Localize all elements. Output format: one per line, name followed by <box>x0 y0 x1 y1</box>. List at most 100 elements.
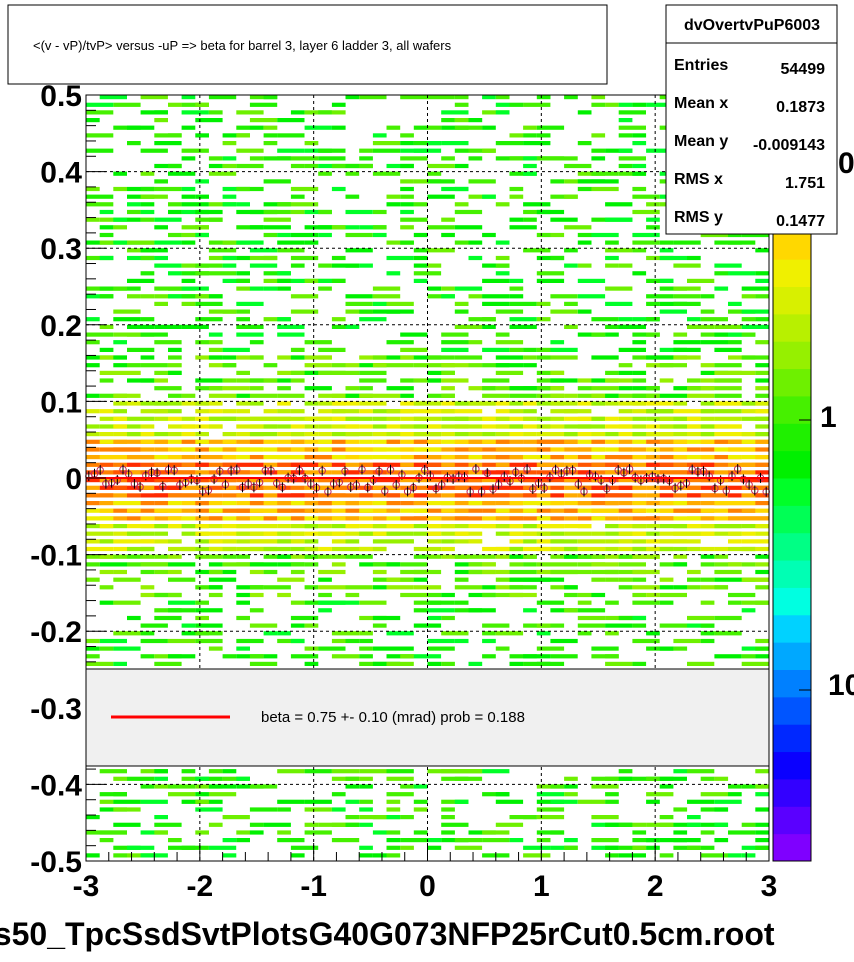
palette-swatch <box>773 833 811 862</box>
heatmap-cell <box>687 799 715 804</box>
heatmap-cell <box>646 202 660 207</box>
heatmap-cell <box>632 432 660 437</box>
heatmap-cell <box>632 447 647 452</box>
heatmap-cell <box>714 386 742 391</box>
heatmap-cell <box>140 585 155 590</box>
heatmap-cell <box>591 232 619 238</box>
heatmap-cell <box>687 546 701 552</box>
heatmap-cell <box>222 815 250 820</box>
heatmap-cell <box>249 462 264 467</box>
heatmap-cell <box>413 654 442 659</box>
heatmap-cell <box>208 501 223 506</box>
heatmap-cell <box>127 370 141 375</box>
heatmap-cell <box>86 340 100 345</box>
heatmap-cell <box>208 309 237 314</box>
heatmap-cell <box>236 638 264 644</box>
heatmap-cell <box>673 332 688 337</box>
heatmap-cell <box>86 455 114 460</box>
heatmap-cell <box>236 133 250 138</box>
heatmap-cell <box>495 416 510 421</box>
heatmap-cell <box>277 592 291 598</box>
heatmap-cell <box>536 508 551 513</box>
heatmap-cell <box>468 118 483 123</box>
heatmap-cell <box>168 485 182 490</box>
heatmap-cell <box>290 546 319 552</box>
heatmap-cell <box>755 822 769 827</box>
heatmap-cell <box>304 508 319 513</box>
heatmap-cell <box>714 615 742 621</box>
heatmap-cell <box>249 102 278 107</box>
heatmap-cell <box>482 516 510 521</box>
heatmap-cell <box>482 455 510 460</box>
heatmap-cell <box>400 186 414 192</box>
heatmap-cell <box>632 838 660 843</box>
heatmap-cell <box>427 141 442 146</box>
heatmap-cell <box>208 294 223 299</box>
heatmap-cell <box>427 378 442 383</box>
heatmap-cell <box>523 133 537 138</box>
heatmap-cell <box>290 485 305 490</box>
heatmap-cell <box>386 409 414 414</box>
heatmap-cell <box>755 769 769 774</box>
heatmap-cell <box>400 784 414 789</box>
heatmap-cell <box>181 631 209 636</box>
heatmap-cell <box>413 600 442 605</box>
heatmap-cell <box>454 845 483 850</box>
heatmap-cell <box>372 355 387 360</box>
heatmap-cell <box>86 646 100 651</box>
heatmap-cell <box>195 179 209 184</box>
heatmap-cell <box>249 255 278 261</box>
heatmap-cell <box>113 455 141 460</box>
heatmap-cell <box>318 524 332 529</box>
heatmap-cell <box>536 600 565 605</box>
heatmap-cell <box>86 240 114 245</box>
heatmap-cell <box>345 432 373 437</box>
heatmap-cell <box>386 470 401 475</box>
heatmap-cell <box>86 409 100 414</box>
heatmap-cell <box>222 493 250 498</box>
heatmap-cell <box>154 370 182 375</box>
heatmap-cell <box>427 600 455 605</box>
heatmap-cell <box>687 585 701 590</box>
heatmap-cell <box>181 324 209 329</box>
heatmap-cell <box>236 125 250 130</box>
heatmap-cell <box>687 569 701 575</box>
heatmap-cell <box>687 623 715 628</box>
heatmap-cell <box>127 462 141 467</box>
heatmap-cell <box>427 286 442 291</box>
heatmap-cell <box>482 125 496 130</box>
heatmap-cell <box>249 585 264 590</box>
heatmap-cell <box>536 232 551 238</box>
heatmap-cell <box>372 225 387 230</box>
heatmap-cell <box>208 776 223 781</box>
heatmap-cell <box>140 830 168 835</box>
heatmap-cell <box>140 240 155 245</box>
heatmap-cell <box>359 815 387 820</box>
heatmap-cell <box>195 776 209 781</box>
heatmap-cell <box>755 363 769 368</box>
heatmap-cell <box>728 439 756 444</box>
heatmap-cell <box>181 232 209 238</box>
heatmap-cell <box>99 493 114 498</box>
heatmap-cell <box>99 600 114 605</box>
heatmap-cell <box>550 478 578 483</box>
heatmap-cell <box>618 439 633 444</box>
heatmap-cell <box>99 508 114 513</box>
heatmap-cell <box>345 585 373 590</box>
heatmap-cell <box>140 332 168 337</box>
heatmap-cell <box>99 799 114 804</box>
heatmap-cell <box>154 615 182 621</box>
heatmap-cell <box>482 769 510 774</box>
heatmap-cell <box>550 355 578 360</box>
heatmap-cell <box>400 141 414 146</box>
heatmap-cell <box>277 807 291 812</box>
heatmap-cell <box>427 661 442 666</box>
heatmap-cell <box>550 424 565 429</box>
heatmap-cell <box>208 546 237 552</box>
heatmap-cell <box>140 539 155 544</box>
heatmap-cell <box>468 455 483 460</box>
heatmap-cell <box>618 263 633 268</box>
heatmap-cell <box>482 347 510 352</box>
heatmap-cell <box>181 271 209 276</box>
